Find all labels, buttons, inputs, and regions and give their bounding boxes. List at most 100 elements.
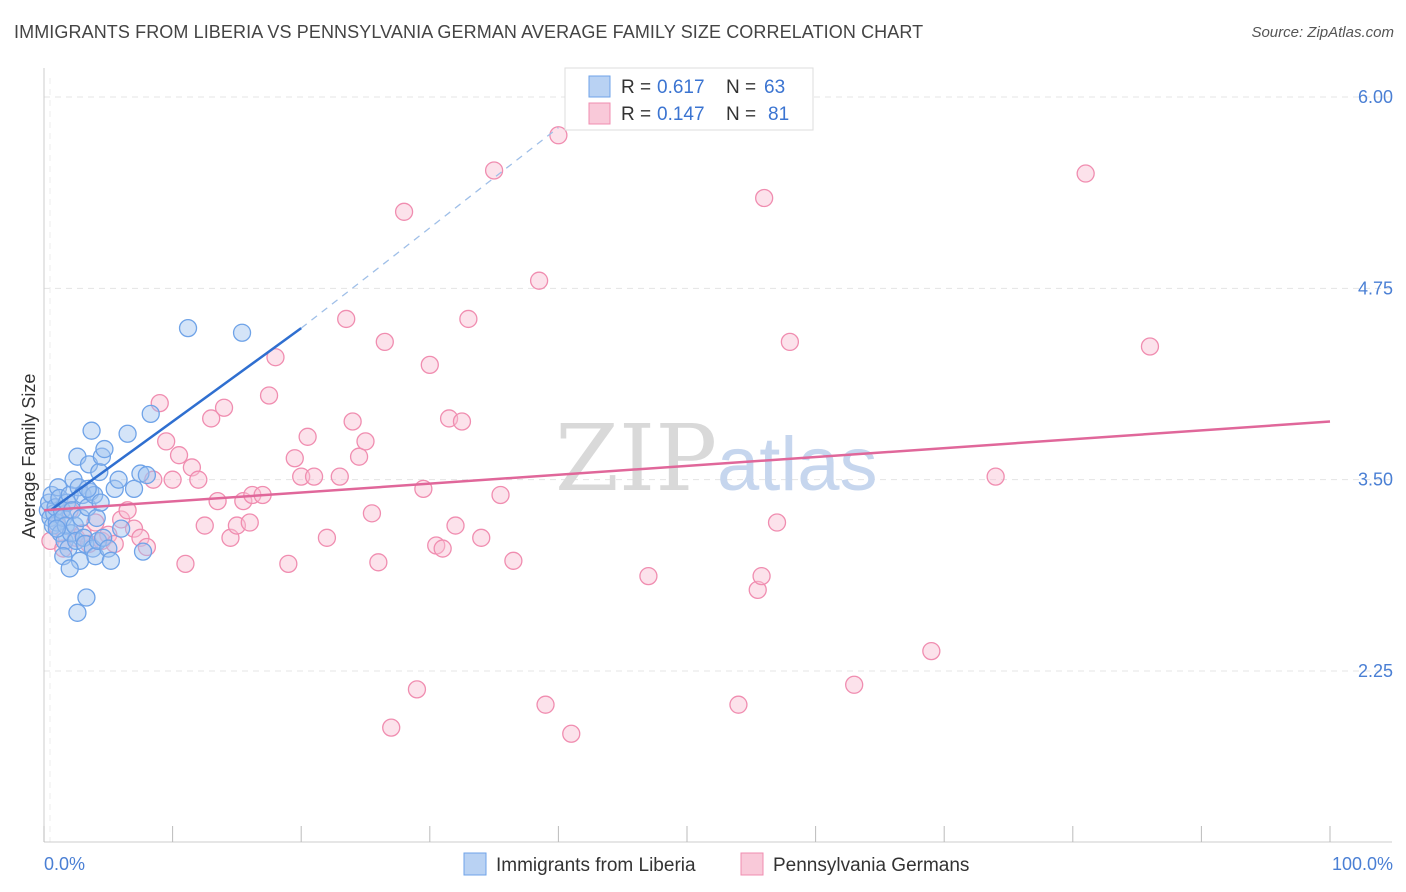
liberia-point-47 — [105, 479, 124, 499]
bottom-legend-swatch-blue — [463, 852, 487, 876]
data-points — [38, 126, 1160, 743]
pa-german-point-49 — [375, 332, 394, 352]
pa-german-point-31 — [240, 513, 259, 532]
trend-lines — [43, 127, 1331, 512]
bottom-legend: Immigrants from Liberia Pennsylvania Ger… — [463, 852, 969, 876]
pa-german-point-74 — [767, 513, 787, 532]
liberia-point-49 — [112, 519, 131, 538]
pa-german-point-41 — [317, 528, 337, 547]
x-tick-max: 100.0% — [1332, 854, 1393, 874]
y-tick-label-0: 2.25 — [1358, 661, 1393, 681]
pa-german-point-58 — [446, 516, 465, 535]
pa-german-point-80 — [1140, 337, 1160, 356]
pa-german-point-34 — [259, 386, 279, 405]
liberia-point-26 — [72, 508, 91, 528]
pa-german-point-38 — [292, 467, 311, 486]
watermark-atlas: atlas — [717, 422, 878, 507]
pa-german-point-66 — [536, 695, 555, 714]
pa-german-point-79 — [1076, 164, 1095, 183]
pa-german-point-54 — [420, 355, 439, 375]
bottom-legend-label-pink: Pennsylvania Germans — [773, 855, 969, 876]
pa-german-point-61 — [472, 528, 491, 547]
liberia-point-57 — [232, 323, 252, 342]
bottom-legend-swatch-pink — [740, 852, 764, 876]
legend-r-label-1: R = — [621, 77, 651, 98]
pa-german-point-77 — [922, 641, 941, 661]
pa-german-point-68 — [562, 724, 581, 743]
liberia-point-60 — [68, 603, 87, 622]
y-axis-label: Average Family Size — [19, 374, 39, 539]
liberia-point-61 — [47, 519, 67, 538]
liberia-point-44 — [95, 439, 114, 459]
pa-german-point-67 — [549, 126, 568, 145]
pa-german-point-19 — [163, 470, 182, 489]
pa-german-point-70 — [729, 695, 748, 714]
pa-german-point-69 — [639, 566, 658, 586]
pa-german-point-37 — [285, 449, 304, 468]
pa-german-point-64 — [504, 551, 523, 570]
pa-german-point-27 — [214, 398, 234, 417]
pa-german-point-11 — [112, 510, 131, 529]
pa-german-point-62 — [484, 161, 504, 180]
pa-german-point-73 — [755, 188, 774, 208]
pa-german-point-25 — [202, 409, 221, 428]
liberia-point-53 — [133, 542, 153, 561]
source-credit: Source: ZipAtlas.com — [1251, 24, 1394, 41]
liberia-point-48 — [109, 470, 128, 489]
legend: R = 0.617 N = 63 R = 0.147 N = 81 — [564, 67, 814, 131]
pa-german-point-45 — [349, 447, 369, 466]
pa-german-point-52 — [407, 680, 427, 699]
liberia-point-54 — [137, 465, 157, 485]
liberia-point-50 — [118, 424, 137, 443]
pa-german-point-48 — [369, 553, 388, 572]
legend-n-label-2: N = — [726, 104, 756, 125]
liberia-point-51 — [124, 479, 144, 499]
pa-german-point-51 — [394, 202, 414, 221]
pa-german-point-36 — [279, 554, 298, 574]
watermark-zip: ZIP — [555, 405, 717, 512]
pa-german-point-46 — [356, 432, 375, 451]
legend-n-label-1: N = — [726, 77, 756, 98]
legend-r-value-2: 0.147 — [657, 104, 705, 125]
pa-german-point-39 — [298, 427, 317, 446]
pa-german-point-72 — [752, 566, 771, 586]
legend-swatch-pink — [588, 102, 611, 125]
pa-german-point-44 — [343, 412, 362, 431]
pa-german-point-63 — [491, 485, 510, 505]
pa-german-point-43 — [337, 309, 356, 329]
legend-n-value-1: 63 — [764, 77, 785, 98]
legend-r-value-1: 0.617 — [657, 77, 705, 98]
y-tick-label-1: 3.50 — [1358, 470, 1393, 490]
pa-german-point-76 — [845, 675, 864, 694]
pa-german-point-75 — [780, 332, 800, 352]
liberia-point-46 — [101, 551, 121, 570]
pa-german-point-21 — [176, 554, 195, 574]
pa-german-point-40 — [304, 467, 324, 486]
liberia-point-39 — [88, 531, 108, 551]
pa-german-point-24 — [195, 516, 214, 535]
pa-german-point-35 — [266, 348, 285, 367]
pa-german-point-14 — [131, 528, 150, 547]
pa-german-point-23 — [189, 470, 208, 489]
pa-german-point-71 — [748, 580, 767, 600]
chart-title: IMMIGRANTS FROM LIBERIA VS PENNSYLVANIA … — [14, 22, 924, 42]
pa-german-point-59 — [452, 412, 472, 431]
legend-n-value-2: 81 — [768, 104, 789, 125]
liberia-point-55 — [141, 404, 160, 423]
y-tick-label-3: 6.00 — [1358, 87, 1393, 107]
pa-german-trend-line — [43, 420, 1331, 512]
liberia-point-41 — [91, 493, 110, 512]
liberia-trend-extension — [300, 127, 559, 329]
pa-german-point-20 — [169, 446, 189, 465]
pa-german-point-78 — [986, 467, 1005, 486]
y-tick-label-2: 4.75 — [1358, 278, 1393, 298]
axes — [43, 68, 1392, 843]
liberia-trend-line — [49, 327, 302, 512]
pa-german-point-50 — [382, 718, 401, 737]
y-tick-labels: 2.25 3.50 4.75 6.00 — [1358, 87, 1393, 681]
liberia-point-30 — [77, 588, 96, 607]
pa-german-point-60 — [459, 309, 478, 329]
liberia-point-38 — [87, 508, 106, 528]
liberia-point-52 — [131, 464, 150, 483]
